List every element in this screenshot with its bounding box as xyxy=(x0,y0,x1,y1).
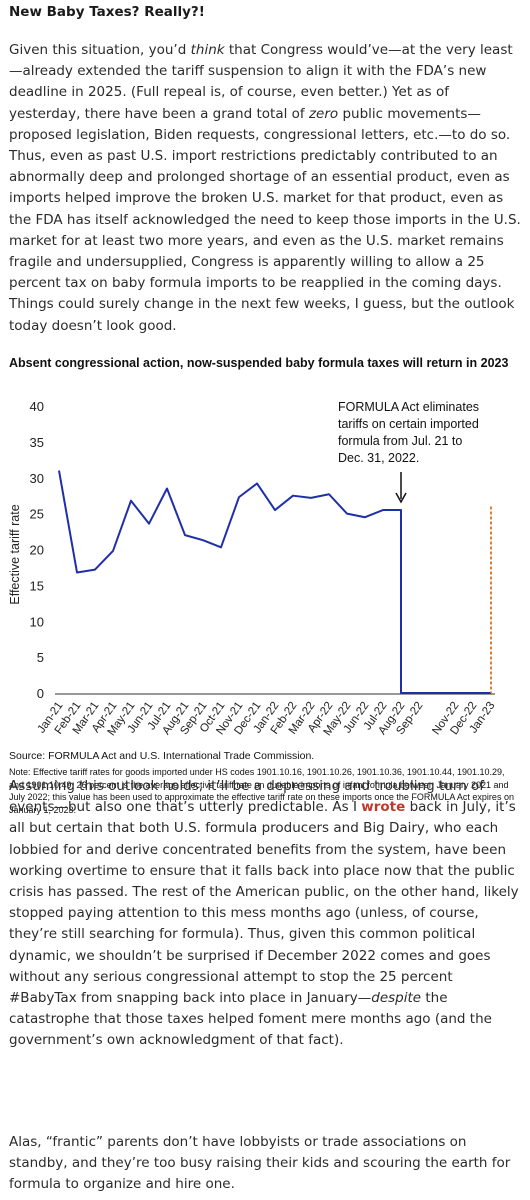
y-tick-label: 10 xyxy=(30,614,44,629)
y-tick-label: 35 xyxy=(30,435,44,450)
paragraph-1-text-b: that Congress would’ve—at the very least… xyxy=(9,42,513,122)
chart-source: Source: FORMULA Act and U.S. Internation… xyxy=(9,750,315,762)
chart-note: Note: Effective tariff rates for goods i… xyxy=(9,767,514,815)
paragraph-2-text-a: Assuming this outlook holds, it’ll be a … xyxy=(9,778,484,816)
y-tick-label: 0 xyxy=(37,686,44,701)
y-tick-label: 15 xyxy=(30,578,44,593)
paragraph-1-text-a: Given this situation, you’d xyxy=(9,42,191,58)
y-axis-label: Effective tariff rate xyxy=(8,504,22,604)
paragraph-2-emphasis-despite: despite xyxy=(371,990,422,1007)
y-tick-label: 25 xyxy=(30,507,44,522)
paragraph-1-emphasis-think: think xyxy=(190,42,225,58)
paragraph-3: Alas, “frantic” parents don’t have lobby… xyxy=(9,1134,511,1193)
paragraph-2-text-c: the catastrophe that those taxes helped … xyxy=(9,990,492,1049)
tariff-chart: Absent congressional action, now-suspend… xyxy=(0,356,530,815)
paragraph-2: Assuming this outlook holds, it’ll be a … xyxy=(9,776,524,1052)
paragraph-1: Given this situation, you’d think that C… xyxy=(9,40,524,337)
chart-title: Absent congressional action, now-suspend… xyxy=(9,356,509,370)
wrote-link[interactable]: wrote xyxy=(361,799,406,816)
annotation-line: formula from Jul. 21 to xyxy=(338,434,462,448)
annotation-line: FORMULA Act eliminates xyxy=(338,400,479,414)
y-tick-label: 5 xyxy=(37,650,44,665)
series-line xyxy=(58,470,491,694)
paragraph-1-text-c: public movements—proposed legislation, B… xyxy=(9,105,521,334)
annotation-line: tariffs on certain imported xyxy=(338,417,479,431)
y-tick-label: 20 xyxy=(30,543,44,558)
annotation-line: Dec. 31, 2022. xyxy=(338,451,419,465)
y-tick-label: 40 xyxy=(30,399,44,414)
section-heading: New Baby Taxes? Really?! xyxy=(9,4,205,20)
y-tick-label: 30 xyxy=(30,471,44,486)
paragraph-1-emphasis-zero: zero xyxy=(308,105,339,122)
paragraph-2-text-b: back in July, it’s all but certain that … xyxy=(9,799,519,1007)
annotation-arrow-head xyxy=(395,492,407,504)
